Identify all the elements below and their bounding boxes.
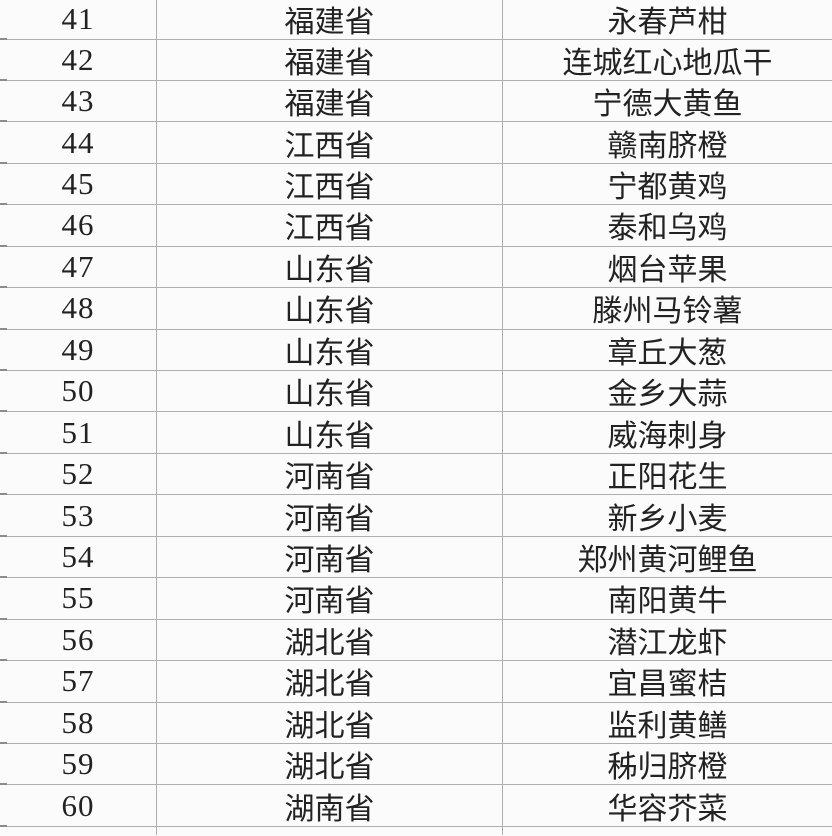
- cell-index: 41: [0, 0, 157, 39]
- table-row: 49 山东省 章丘大葱: [0, 329, 832, 372]
- cell-index: 50: [0, 371, 157, 412]
- cell-product: 烟台苹果: [607, 253, 728, 287]
- cell-province: 山东省: [157, 371, 503, 412]
- table-row: 54 河南省 郑州黄河鲤鱼: [0, 536, 832, 579]
- cell-province: 湖北省: [157, 619, 503, 661]
- partial-next-row: [0, 826, 832, 835]
- cell-index: 53: [0, 495, 157, 536]
- cell-province: 福建省: [157, 80, 503, 122]
- table-row: 50 山东省 金乡大蒜: [0, 371, 832, 413]
- table-row: 56 湖北省 潜江龙虾: [0, 619, 832, 662]
- cell-province: 江西省: [157, 163, 503, 205]
- cell-province: 江西省: [157, 205, 503, 246]
- cell-product: 赣南脐橙: [607, 129, 728, 163]
- cell-index: [0, 826, 157, 835]
- cell-province: 江西省: [157, 122, 503, 163]
- cell-province: 山东省: [157, 412, 503, 453]
- cell-index: 44: [0, 122, 157, 163]
- table-row: 43 福建省 宁德大黄鱼: [0, 80, 832, 123]
- cell-product: 潜江龙虾: [607, 626, 728, 660]
- cell-index: 43: [0, 80, 157, 122]
- cell-index: 58: [0, 702, 157, 743]
- table-row: 51 山东省 威海刺身: [0, 412, 832, 455]
- cell-province: 山东省: [157, 288, 503, 329]
- table-row: 60 湖南省 华容芥菜: [0, 785, 832, 828]
- cell-product: 正阳花生: [607, 461, 728, 495]
- cell-product: 宁都黄鸡: [607, 171, 728, 205]
- table-row: 42 福建省 连城红心地瓜干: [0, 39, 832, 82]
- cell-index: 46: [0, 205, 157, 246]
- cell-index: 45: [0, 163, 157, 205]
- cell-product: 泰和乌鸡: [607, 212, 728, 246]
- cell-product: 宁德大黄鱼: [592, 88, 743, 122]
- cell-index: 54: [0, 536, 157, 578]
- cell-index: 56: [0, 619, 157, 661]
- table-row: 47 山东省 烟台苹果: [0, 246, 832, 289]
- table-row: 41 福建省 永春芦柑: [0, 0, 832, 40]
- cell-province: [157, 826, 503, 835]
- cell-province: 福建省: [157, 0, 503, 39]
- cell-province: 湖北省: [157, 661, 503, 702]
- cell-product: 章丘大葱: [607, 336, 728, 370]
- cell-province: 河南省: [157, 536, 503, 578]
- cell-province: 河南省: [157, 578, 503, 619]
- table-row: 44 江西省 赣南脐橙: [0, 122, 832, 165]
- table-row: 52 河南省 正阳花生: [0, 453, 832, 496]
- cell-province: 湖北省: [157, 702, 503, 743]
- cell-product: 监利黄鳝: [607, 709, 728, 743]
- cell-product: 永春芦柑: [607, 6, 728, 39]
- cell-index: 52: [0, 453, 157, 495]
- cell-province: 山东省: [157, 329, 503, 370]
- table-row: 45 江西省 宁都黄鸡: [0, 163, 832, 206]
- cell-product: 宜昌蜜桔: [607, 668, 728, 702]
- cell-product: 秭归脐橙: [607, 751, 728, 785]
- cell-index: 59: [0, 743, 157, 785]
- cell-province: 山东省: [157, 246, 503, 288]
- table-row: 48 山东省 滕州马铃薯: [0, 288, 832, 331]
- cell-index: 48: [0, 288, 157, 329]
- table-row: 46 江西省 泰和乌鸡: [0, 205, 832, 248]
- cell-product: 新乡小麦: [607, 502, 728, 536]
- cell-index: 55: [0, 578, 157, 619]
- cell-province: 福建省: [157, 39, 503, 80]
- cell-product: 连城红心地瓜干: [562, 46, 773, 80]
- cell-product: 华容芥菜: [607, 792, 728, 826]
- cell-index: 42: [0, 39, 157, 80]
- table-row: 59 湖北省 秭归脐橙: [0, 743, 832, 786]
- cell-province: 河南省: [157, 495, 503, 536]
- cell-product: 南阳黄牛: [607, 585, 728, 619]
- cell-index: 57: [0, 661, 157, 702]
- cell-province: 湖南省: [157, 785, 503, 826]
- cell-index: 47: [0, 246, 157, 288]
- table-row: 58 湖北省 监利黄鳝: [0, 702, 832, 745]
- table-row: 53 河南省 新乡小麦: [0, 495, 832, 538]
- cell-product: 郑州黄河鲤鱼: [577, 543, 758, 577]
- cell-province: 湖北省: [157, 743, 503, 785]
- cell-index: 49: [0, 329, 157, 370]
- cell-index: 60: [0, 785, 157, 826]
- table-row: 57 湖北省 宜昌蜜桔: [0, 661, 832, 703]
- cell-product: 威海刺身: [607, 419, 728, 453]
- cell-product: 滕州马铃薯: [592, 295, 743, 329]
- cell-product: 金乡大蒜: [607, 378, 728, 412]
- cell-index: 51: [0, 412, 157, 453]
- cell-product: [503, 827, 832, 835]
- table-row: 55 河南省 南阳黄牛: [0, 578, 832, 621]
- cell-province: 河南省: [157, 453, 503, 495]
